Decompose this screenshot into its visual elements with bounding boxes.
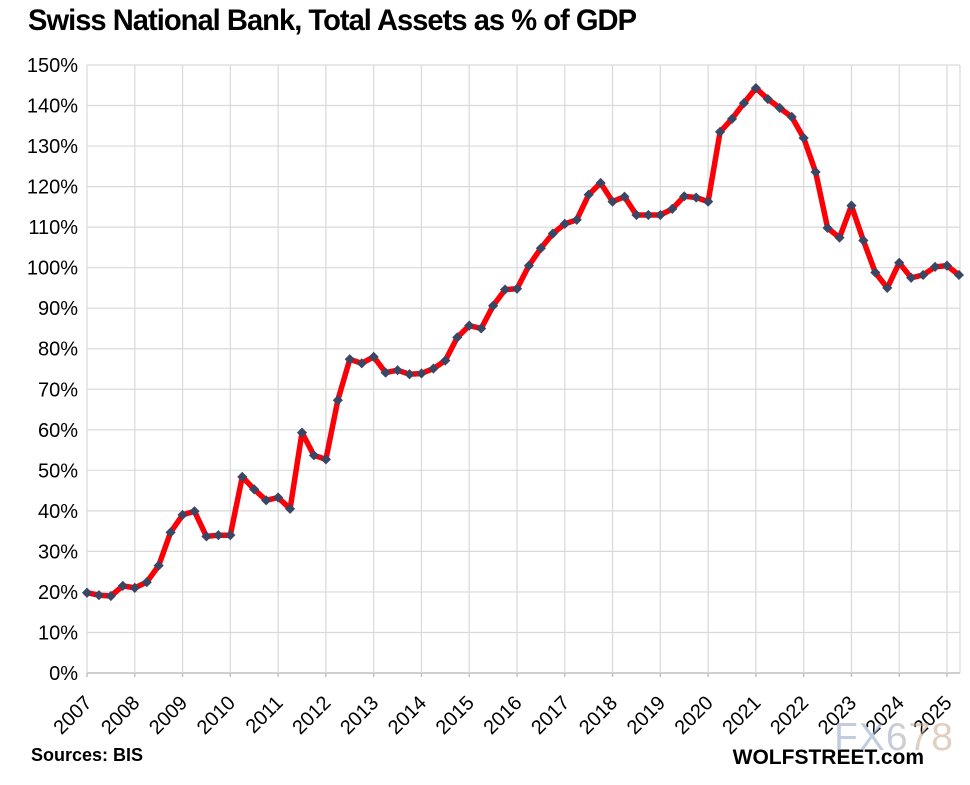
data-point-marker	[320, 454, 331, 465]
data-point-marker	[786, 111, 797, 122]
data-point-marker	[392, 365, 403, 376]
brand-note: WOLFSTREET.com	[732, 746, 924, 769]
data-point-marker	[440, 355, 451, 366]
y-tick-label: 130%	[27, 136, 78, 158]
data-point-marker	[738, 98, 750, 109]
data-point-marker	[356, 358, 367, 369]
data-point-marker	[273, 492, 284, 503]
data-point-marker	[81, 587, 93, 598]
y-tick-label: 50%	[38, 460, 78, 482]
data-point-marker	[941, 260, 953, 271]
data-point-marker	[368, 351, 379, 362]
y-tick-label: 60%	[38, 420, 78, 442]
data-point-marker	[571, 214, 582, 225]
y-tick-label: 100%	[27, 258, 78, 280]
data-point-marker	[643, 209, 654, 221]
y-tick-label: 110%	[28, 217, 78, 239]
x-tick-label: 2007	[50, 692, 97, 739]
y-tick-label: 10%	[38, 622, 78, 644]
x-tick-label: 2010	[193, 692, 240, 739]
y-tick-label: 90%	[38, 298, 78, 320]
x-tick-label: 2013	[336, 692, 383, 739]
data-point-marker	[918, 269, 929, 281]
data-point-marker	[380, 367, 391, 378]
data-point-marker	[105, 590, 116, 602]
data-point-marker	[261, 495, 272, 506]
x-tick-label: 2017	[527, 692, 574, 739]
data-point-marker	[308, 450, 320, 461]
x-tick-label: 2020	[671, 692, 718, 739]
data-point-marker	[296, 427, 308, 438]
data-point-marker	[249, 484, 260, 495]
x-tick-label: 2014	[384, 692, 431, 739]
data-point-marker	[201, 531, 212, 542]
data-point-marker	[452, 332, 463, 343]
x-tick-label: 2019	[623, 692, 670, 739]
data-point-marker	[284, 503, 296, 514]
series-line	[84, 85, 962, 599]
y-tick-label: 150%	[27, 55, 78, 77]
data-point-marker	[332, 395, 343, 406]
data-point-marker	[225, 530, 236, 541]
x-tick-label: 2021	[718, 692, 765, 739]
chart-title: Swiss National Bank, Total Assets as % o…	[28, 4, 637, 37]
source-note: Sources: BIS	[31, 745, 144, 765]
y-tick-label: 140%	[27, 96, 78, 118]
data-point-marker	[583, 189, 594, 200]
y-tick-label: 120%	[27, 177, 78, 199]
y-tick-label: 20%	[38, 582, 78, 604]
data-point-marker	[404, 369, 415, 380]
x-tick-label: 2011	[242, 692, 288, 738]
data-point-marker	[870, 267, 881, 278]
y-tick-label: 70%	[38, 379, 78, 401]
data-point-marker	[93, 590, 105, 601]
x-tick-label: 2012	[288, 692, 335, 739]
y-tick-label: 80%	[38, 339, 78, 361]
y-tick-label: 40%	[38, 501, 78, 523]
x-tick-label: 2009	[145, 692, 192, 739]
data-point-marker	[189, 506, 200, 517]
x-tick-label: 2016	[480, 692, 527, 739]
x-tick-label: 2022	[766, 692, 813, 739]
data-point-marker	[428, 363, 439, 374]
data-point-marker	[906, 272, 917, 283]
y-tick-label: 0%	[49, 663, 78, 685]
data-point-marker	[344, 354, 355, 365]
watermark-text: FX678	[834, 716, 954, 759]
x-tick-label: 2018	[575, 692, 622, 739]
data-point-marker	[464, 320, 475, 331]
data-point-marker	[213, 530, 224, 541]
x-tick-label: 2008	[97, 692, 144, 739]
data-point-marker	[129, 582, 140, 593]
x-tick-label: 2015	[432, 692, 479, 739]
y-tick-label: 30%	[38, 541, 78, 563]
data-point-marker	[488, 300, 499, 311]
data-point-marker	[750, 83, 761, 94]
data-point-marker	[631, 209, 642, 221]
data-point-marker	[416, 368, 427, 379]
data-point-marker	[535, 243, 546, 254]
data-point-marker	[476, 323, 487, 334]
